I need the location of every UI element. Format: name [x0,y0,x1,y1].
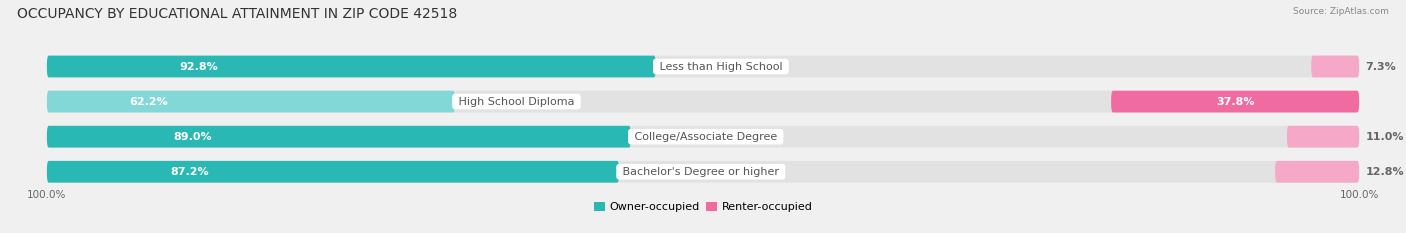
Text: 11.0%: 11.0% [1365,132,1405,142]
FancyBboxPatch shape [1275,161,1360,183]
Text: College/Associate Degree: College/Associate Degree [631,132,780,142]
Text: 62.2%: 62.2% [129,97,169,106]
Text: Less than High School: Less than High School [655,62,786,72]
Text: High School Diploma: High School Diploma [456,97,578,106]
FancyBboxPatch shape [46,91,1360,113]
Text: 92.8%: 92.8% [180,62,218,72]
Text: 100.0%: 100.0% [27,190,66,200]
FancyBboxPatch shape [1286,126,1360,147]
Text: Source: ZipAtlas.com: Source: ZipAtlas.com [1294,7,1389,16]
Text: 100.0%: 100.0% [1340,190,1379,200]
Text: 89.0%: 89.0% [173,132,212,142]
FancyBboxPatch shape [46,56,655,77]
Legend: Owner-occupied, Renter-occupied: Owner-occupied, Renter-occupied [593,202,813,212]
Text: 7.3%: 7.3% [1365,62,1396,72]
Text: Bachelor's Degree or higher: Bachelor's Degree or higher [619,167,783,177]
FancyBboxPatch shape [46,126,631,147]
FancyBboxPatch shape [46,91,456,113]
Text: 12.8%: 12.8% [1365,167,1405,177]
FancyBboxPatch shape [1312,56,1360,77]
Text: OCCUPANCY BY EDUCATIONAL ATTAINMENT IN ZIP CODE 42518: OCCUPANCY BY EDUCATIONAL ATTAINMENT IN Z… [17,7,457,21]
Text: 87.2%: 87.2% [170,167,209,177]
FancyBboxPatch shape [1111,91,1360,113]
Text: 37.8%: 37.8% [1216,97,1254,106]
FancyBboxPatch shape [46,126,1360,147]
FancyBboxPatch shape [46,56,1360,77]
FancyBboxPatch shape [46,161,1360,183]
FancyBboxPatch shape [46,161,619,183]
